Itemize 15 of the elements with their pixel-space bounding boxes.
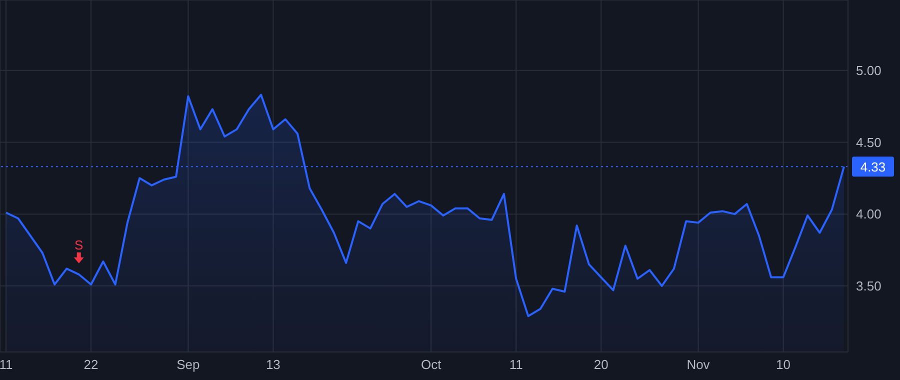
- x-tick-label: 20: [594, 357, 608, 372]
- x-tick-label: Sep: [176, 357, 200, 372]
- ref-line-label: 4.33: [860, 160, 886, 175]
- x-tick-label: Nov: [686, 357, 710, 372]
- y-tick-label: 5.00: [856, 63, 882, 78]
- x-tick-label: 13: [266, 357, 280, 372]
- x-tick-label: 22: [84, 357, 98, 372]
- y-tick-label: 3.50: [856, 278, 882, 294]
- x-tick-label: 11: [509, 357, 523, 372]
- y-tick-label: 4.00: [856, 206, 882, 222]
- x-tick-label: Oct: [420, 357, 442, 372]
- annotation: S: [74, 237, 84, 252]
- x-tick-label: 10: [776, 357, 791, 372]
- x-tick-label: 11: [0, 357, 13, 372]
- y-tick-label: 4.50: [856, 134, 882, 150]
